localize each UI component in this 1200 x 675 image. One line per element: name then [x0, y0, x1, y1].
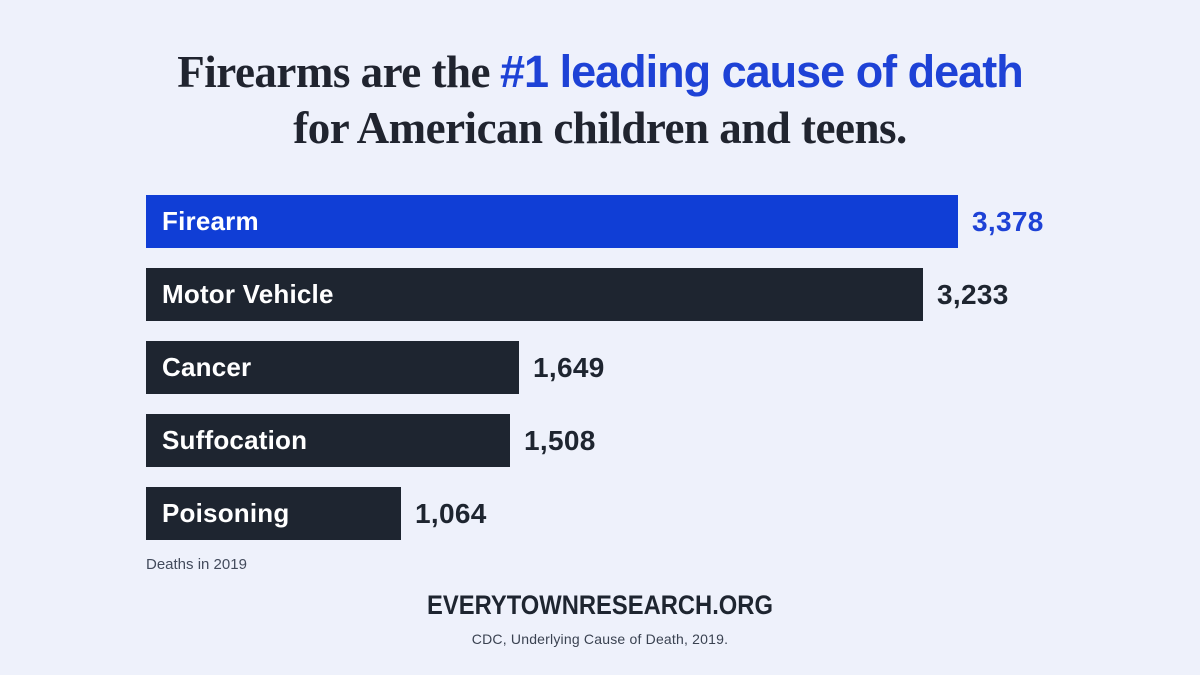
bar-value-label: 1,508: [524, 424, 596, 456]
footer-source-citation: CDC, Underlying Cause of Death, 2019.: [471, 631, 729, 647]
bar: Suffocation: [146, 414, 510, 467]
footer-org-name: EVERYTOWNRESEARCH.ORG: [427, 590, 773, 620]
bar-row: Cancer 1,649: [146, 341, 1146, 394]
title-highlight: #1 leading cause of death: [500, 46, 1024, 97]
bar-value-label: 3,378: [972, 205, 1044, 237]
bar-row: Firearm 3,378: [146, 195, 1146, 248]
title-line-1: Firearms are the #1 leading cause of deat…: [0, 44, 1200, 100]
bar-category-label: Poisoning: [162, 498, 290, 528]
bar-highlighted: Firearm: [146, 195, 958, 248]
bar-row: Poisoning 1,064: [146, 487, 1146, 540]
bar-value-label: 3,233: [937, 278, 1009, 310]
bar-category-label: Firearm: [162, 206, 259, 236]
bar-category-label: Motor Vehicle: [162, 279, 334, 309]
bar-category-label: Cancer: [162, 352, 252, 382]
title-line-2: for American children and teens.: [0, 100, 1200, 156]
title-line2-text: for American children and teens.: [293, 103, 907, 153]
bar: Cancer: [146, 341, 519, 394]
bar-chart: Firearm 3,378 Motor Vehicle 3,233 Cancer 1,64…: [146, 195, 1146, 560]
bar-value-label: 1,064: [415, 497, 487, 529]
chart-note: Deaths in 2019: [146, 556, 247, 573]
bar: Poisoning: [146, 487, 401, 540]
title-prefix: Firearms are the: [177, 47, 491, 97]
bar-row: Motor Vehicle 3,233: [146, 268, 1146, 321]
page-title: Firearms are the #1 leading cause of deat…: [0, 44, 1200, 156]
bar-category-label: Suffocation: [162, 425, 308, 455]
bar-row: Suffocation 1,508: [146, 414, 1146, 467]
bar-value-label: 1,649: [533, 351, 605, 383]
bar: Motor Vehicle: [146, 268, 923, 321]
